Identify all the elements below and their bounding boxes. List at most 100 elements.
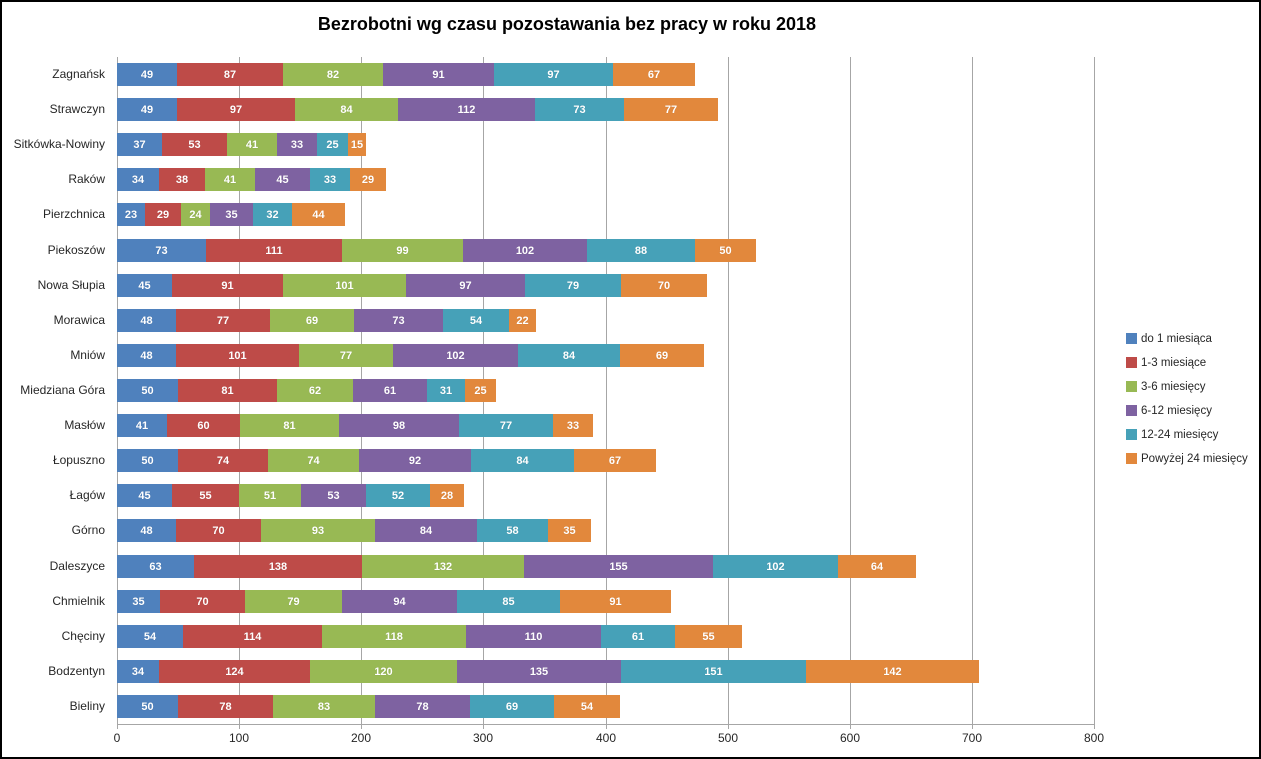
legend-item: Powyżej 24 miesięcy [1126,453,1248,465]
value-label: 58 [506,524,519,537]
value-label: 28 [440,489,454,502]
bar-segment: 45 [117,274,172,297]
category-label: Bodzentyn [48,664,105,678]
bar-segment: 35 [548,519,591,542]
bar-segment: 49 [117,98,177,121]
bar-segment: 142 [806,660,979,683]
value-label: 49 [140,68,154,81]
bar-segment: 73 [535,98,624,121]
value-label: 50 [719,244,732,257]
value-label: 22 [516,314,529,327]
value-label: 73 [573,103,586,116]
value-label: 15 [350,138,364,151]
bar-segment: 99 [342,239,463,262]
value-label: 120 [374,665,393,678]
bar-segment: 48 [117,309,176,332]
bar-segment: 77 [459,414,553,437]
bar-segment: 81 [240,414,339,437]
bar-segment: 50 [117,379,178,402]
value-label: 61 [631,630,645,643]
value-label: 33 [566,419,580,432]
gridline [728,57,729,724]
value-label: 73 [392,314,405,327]
value-label: 81 [283,419,296,432]
value-label: 111 [265,244,283,257]
legend-swatch [1126,333,1137,344]
bar-segment: 24 [181,203,210,226]
value-label: 50 [141,384,154,397]
bar-segment: 35 [210,203,253,226]
bar-segment: 60 [167,414,240,437]
value-label: 74 [216,454,230,467]
bar-segment: 91 [383,63,494,86]
bar-segment: 112 [398,98,535,121]
legend-swatch [1126,405,1137,416]
value-label: 92 [408,454,422,467]
value-label: 74 [307,454,320,467]
bar-segment: 85 [457,590,560,613]
value-label: 55 [199,489,212,502]
bar-segment: 93 [261,519,375,542]
legend-item: do 1 miesiąca [1126,333,1248,345]
legend-label: 12-24 miesięcy [1141,428,1219,441]
bar-segment: 55 [172,484,239,507]
value-label: 98 [392,419,406,432]
gridline [606,57,607,724]
bar-segment: 52 [366,484,430,507]
category-label: Nowa Słupia [37,278,105,292]
bar-segment: 37 [117,133,162,156]
bar-segment: 15 [348,133,366,156]
bar-segment: 70 [176,519,261,542]
legend-item: 1-3 miesiące [1126,357,1248,369]
value-label: 35 [132,595,145,608]
bar-segment: 61 [601,625,675,648]
x-axis-tick [1094,724,1095,729]
value-label: 69 [655,349,669,362]
value-label: 48 [140,314,153,327]
value-label: 29 [156,208,170,221]
bar-segment: 45 [255,168,310,191]
value-label: 94 [393,595,406,608]
x-axis-tick [483,724,484,729]
bar-segment: 91 [560,590,671,613]
value-label: 91 [609,595,622,608]
bar-segment: 110 [466,625,601,648]
bar-segment: 74 [178,449,268,472]
value-label: 34 [131,665,145,678]
category-label: Bieliny [69,699,105,713]
bar-segment: 79 [525,274,621,297]
bar-segment: 25 [317,133,348,156]
value-label: 67 [608,454,622,467]
bar-segment: 29 [350,168,386,191]
value-label: 50 [141,454,154,467]
value-label: 91 [432,68,445,81]
x-axis-tick [606,724,607,729]
bar-segment: 54 [443,309,509,332]
value-label: 69 [505,700,519,713]
x-tick-label: 700 [961,731,983,745]
value-label: 64 [870,560,884,573]
bar-segment: 84 [295,98,398,121]
x-tick-label: 800 [1083,731,1105,745]
bar-segment: 49 [117,63,177,86]
value-label: 78 [219,700,232,713]
bar-segment: 70 [621,274,707,297]
value-label: 44 [312,208,325,221]
bar-segment: 25 [465,379,496,402]
bar-segment: 48 [117,344,176,367]
bar-segment: 84 [518,344,620,367]
value-label: 70 [212,524,225,537]
bar-segment: 102 [393,344,518,367]
bar-segment: 151 [621,660,806,683]
value-label: 54 [580,700,594,713]
category-label: Łagów [69,488,105,502]
value-label: 70 [657,279,671,292]
bar-segment: 102 [463,239,587,262]
bar-segment: 98 [339,414,459,437]
bar-segment: 94 [342,590,457,613]
value-label: 54 [469,314,483,327]
value-label: 124 [225,665,244,678]
value-label: 85 [502,595,515,608]
bar-segment: 34 [117,660,159,683]
bar-segment: 64 [838,555,916,578]
